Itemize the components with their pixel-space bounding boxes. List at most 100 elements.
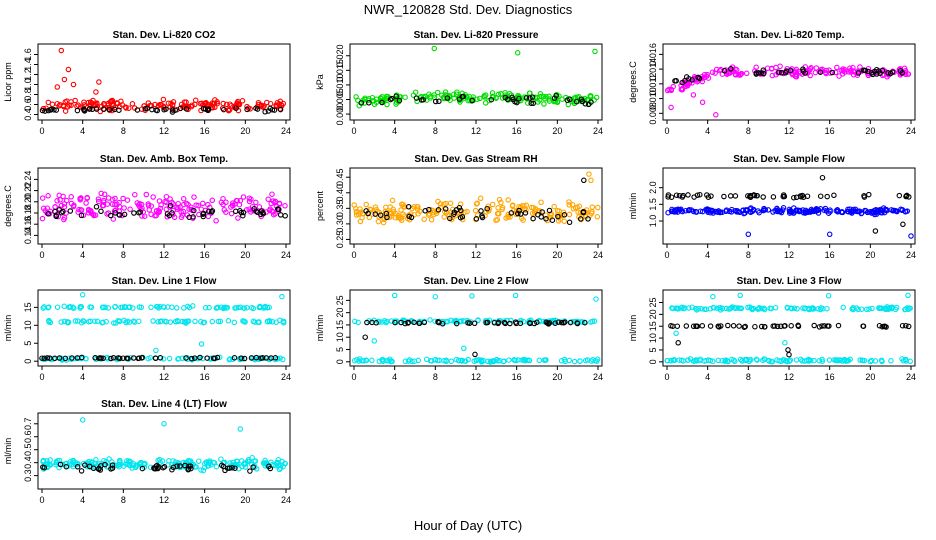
data-point (472, 351, 478, 358)
y-tick-label: 1.2 (23, 68, 33, 81)
data-point (732, 193, 739, 199)
data-point (896, 192, 903, 199)
data-point (523, 95, 530, 101)
x-tick-label: 12 (471, 126, 481, 136)
y-tick-label: 10 (648, 333, 658, 343)
x-tick-label: 20 (240, 126, 250, 136)
data-point (387, 210, 393, 216)
data-point (715, 208, 722, 214)
series-2 (40, 461, 274, 474)
data-point (815, 210, 822, 216)
data-point (546, 207, 553, 214)
data-point (693, 323, 699, 329)
data-point (411, 358, 418, 364)
data-point (227, 101, 233, 107)
data-point (745, 231, 752, 238)
data-point (136, 355, 142, 361)
data-point (240, 212, 246, 219)
data-point (70, 81, 77, 88)
data-point (840, 304, 846, 311)
data-point (217, 354, 223, 361)
data-point (592, 48, 598, 55)
data-point (45, 211, 51, 217)
data-point (167, 196, 173, 202)
y-tick-label: 0.16 (23, 215, 33, 233)
data-point (538, 93, 544, 100)
data-point (850, 305, 856, 311)
data-point (532, 208, 538, 214)
data-point (845, 206, 851, 213)
data-point (465, 320, 471, 326)
data-point (256, 204, 263, 210)
data-point (858, 306, 865, 312)
data-point (845, 357, 852, 364)
data-point (112, 303, 119, 310)
data-point (78, 468, 85, 474)
data-point (805, 209, 812, 215)
data-point (806, 306, 812, 313)
data-point (83, 200, 89, 206)
y-tick-label: 0.008 (648, 102, 658, 125)
data-point (710, 293, 716, 300)
data-point (247, 468, 253, 474)
x-tick-label: 16 (825, 126, 835, 136)
data-point (84, 194, 90, 201)
data-point (266, 463, 272, 470)
x-tick-label: 8 (121, 495, 126, 505)
data-point (363, 357, 370, 364)
panel-title: Stan. Dev. Line 1 Flow (112, 276, 217, 287)
data-point (442, 89, 449, 95)
y-tick-label: 0.6 (23, 430, 33, 443)
data-point (135, 202, 142, 208)
y-tick-label: 5 (648, 347, 658, 352)
data-point (181, 99, 188, 105)
data-point (114, 100, 120, 106)
x-tick-label: 0 (664, 126, 669, 136)
data-point (747, 192, 754, 199)
data-point (664, 357, 670, 364)
data-point (82, 462, 88, 468)
data-point (387, 96, 394, 103)
series-1 (39, 190, 288, 224)
data-point (74, 464, 81, 470)
data-point (770, 323, 776, 329)
data-point (489, 201, 496, 208)
data-point (129, 101, 136, 107)
data-point (277, 212, 284, 218)
data-point (824, 323, 831, 329)
figure-xlabel: Hour of Day (UTC) (414, 518, 522, 533)
data-point (179, 318, 186, 325)
data-point (516, 93, 522, 100)
data-point (421, 216, 427, 223)
data-point (795, 322, 801, 329)
x-tick-label: 16 (512, 250, 522, 260)
data-point (506, 357, 512, 363)
x-tick-label: 12 (159, 126, 169, 136)
data-point (581, 177, 587, 184)
data-point (555, 213, 561, 220)
data-point (181, 319, 188, 325)
data-point (899, 356, 905, 362)
data-point (235, 215, 241, 221)
data-point (800, 305, 806, 311)
data-point (161, 464, 168, 470)
data-point (876, 322, 883, 329)
data-point (220, 106, 227, 113)
data-point (765, 207, 772, 213)
data-point (105, 305, 112, 311)
y-tick-label: 0.30 (335, 215, 345, 233)
data-point (573, 98, 580, 105)
data-point (893, 208, 900, 214)
data-point (148, 203, 155, 209)
data-point (231, 355, 238, 361)
y-axis-label: ml/min (628, 315, 638, 342)
data-point (546, 93, 552, 100)
data-point (109, 201, 116, 207)
data-point (906, 194, 912, 200)
data-point (571, 99, 577, 105)
data-point (377, 95, 384, 101)
y-tick-label: 25 (648, 297, 658, 307)
data-point (761, 324, 768, 330)
data-point (105, 195, 112, 201)
data-point (406, 357, 413, 363)
